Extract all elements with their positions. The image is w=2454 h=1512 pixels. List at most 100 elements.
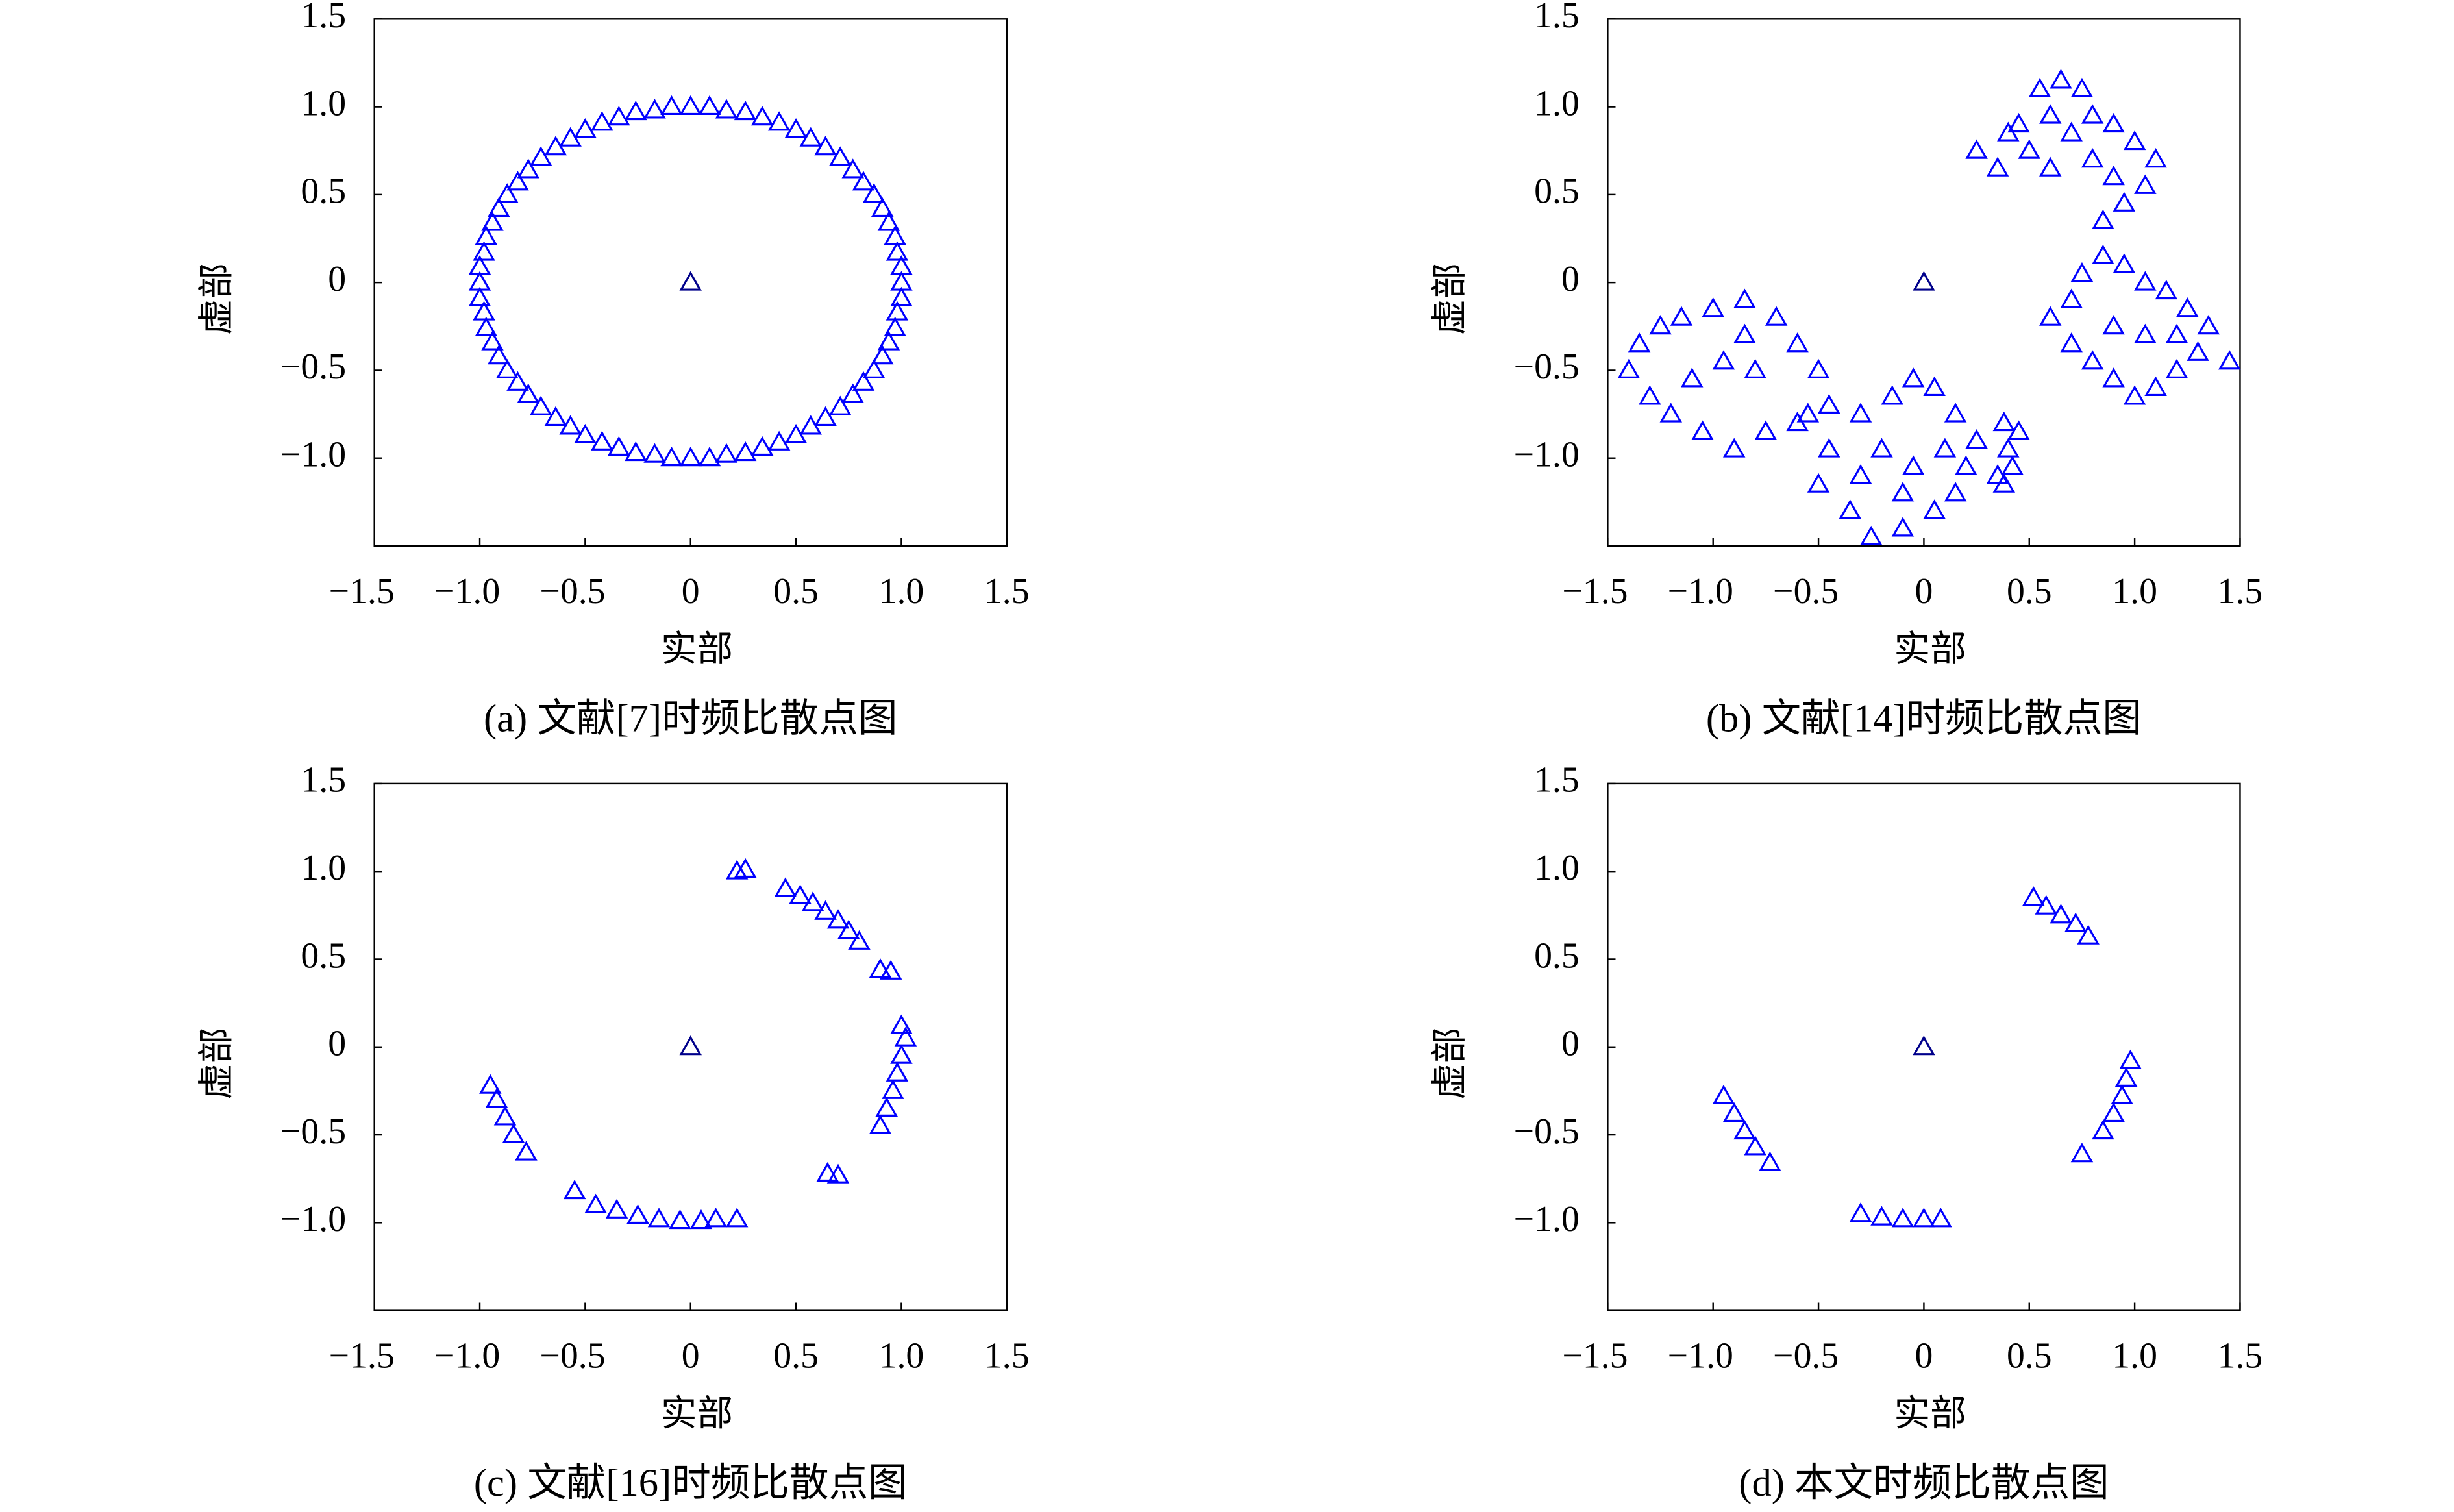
point [2007,112,2030,133]
point [1986,464,2009,484]
x-tick-label: 1.0 [879,571,924,612]
point [1923,499,1946,519]
x-tick-label: −0.5 [1773,571,1839,612]
caption: (b) 文献[14]时频比散点图 [1706,697,2142,740]
point [837,919,860,939]
point [515,1141,538,1161]
point [1891,1208,1915,1228]
y-axis-label: 虚部 [1430,263,1470,335]
point [890,286,913,306]
point [2144,376,2167,396]
point [2007,420,2030,440]
point [2039,156,2062,177]
point [875,1097,898,1117]
y-tick-label: 0.5 [301,171,346,212]
point [559,415,582,435]
point [1997,121,2020,142]
x-tick-label: 1.5 [2218,1336,2263,1376]
x-tick-label: −1.5 [1562,1336,1628,1376]
point [1807,358,1830,378]
x-tick-label: 1.5 [984,1336,1030,1376]
plot-frame [1607,18,2241,547]
point [882,1079,904,1099]
point [608,436,630,456]
point [1944,482,1967,502]
point [1849,403,1872,423]
point [1722,438,1746,458]
point [848,930,871,950]
point [563,1179,586,1200]
point [1986,156,2009,177]
point [2070,77,2094,97]
x-tick-label: −1.0 [1668,1336,1733,1376]
point [1902,367,1925,388]
point [544,406,567,426]
point [2165,358,2188,378]
point [799,415,823,435]
point [2102,367,2125,388]
point [734,441,757,462]
point [1859,525,1883,545]
point [884,225,906,245]
y-axis-label: 虚部 [1430,1027,1470,1099]
point [481,330,504,351]
point [669,1209,691,1230]
point [784,118,808,138]
point [826,909,850,929]
point [2113,253,2136,273]
point [877,330,900,351]
point [475,316,498,336]
y-tick-label: 1.5 [1534,760,1580,800]
point [2064,912,2087,932]
point [816,1161,839,1182]
point [789,884,812,904]
point [1649,315,1672,335]
plot-frame [373,782,1008,1311]
point [1765,306,1788,326]
point [2123,130,2146,151]
y-tick-label: 1.0 [1534,848,1580,888]
point [2060,332,2083,353]
point [869,958,892,978]
point [2102,1102,2125,1122]
point [862,358,886,378]
point [647,1208,671,1228]
point [890,1014,913,1034]
point [529,146,552,166]
y-tick-label: 1.0 [301,848,346,888]
point [2081,104,2104,124]
point [1849,1202,1872,1222]
point [852,371,875,391]
point [1733,1119,1756,1140]
point [715,443,738,463]
point [2197,315,2220,335]
point [704,1208,727,1228]
point [1913,271,1935,291]
point [2092,244,2114,265]
point [1744,358,1766,378]
point [871,345,894,365]
subplot: −1.5 −1.0 −0.5 0 0.5 1.0 1.5 −1.0 −0.5 0 0.5 1.0 1.5… [197,760,1030,1505]
x-tick-label: −1.0 [434,1336,500,1376]
point [801,891,824,911]
point [814,406,837,426]
point [1902,455,1925,475]
point [1639,385,1661,405]
point [2119,1049,2142,1069]
point [605,1198,628,1219]
point [1754,420,1778,440]
point [506,171,529,191]
point [2176,297,2199,317]
point [493,1106,517,1126]
point [1733,323,1756,343]
point [679,1035,702,1056]
point [584,1193,607,1213]
point [1691,420,1714,440]
point [1891,517,1915,537]
point [626,1204,649,1224]
y-tick-label: −1.0 [280,435,346,475]
x-tick-label: 1.0 [2112,571,2157,612]
x-tick-label: 0.5 [2007,1336,2052,1376]
